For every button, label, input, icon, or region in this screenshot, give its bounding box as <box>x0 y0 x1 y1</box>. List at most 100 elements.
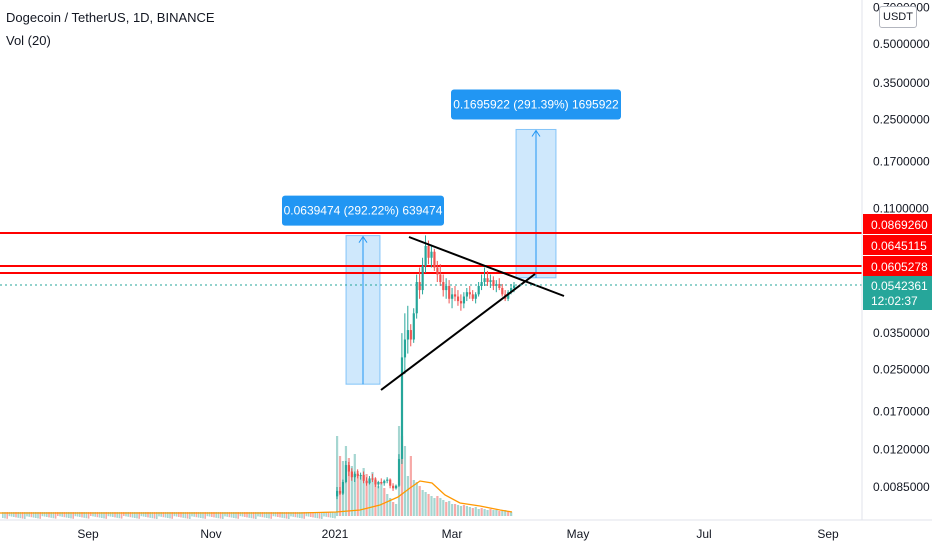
measure-arrow-head <box>531 129 541 137</box>
level-price-tag <box>863 235 932 255</box>
volume-bar <box>65 512 68 518</box>
volume-bar <box>301 512 303 519</box>
volume-bar <box>120 512 123 519</box>
volume-bar <box>21 512 24 519</box>
volume-bar <box>288 512 290 519</box>
price-tick-label: 0.5000000 <box>873 37 930 51</box>
volume-bar <box>268 512 270 519</box>
volume-bar <box>147 512 149 518</box>
volume-bar <box>13 512 15 517</box>
volume-bar <box>101 512 103 518</box>
symbol-title[interactable]: Dogecoin / TetherUS, 1D, BINANCE <box>6 10 215 25</box>
candle-body <box>406 330 409 340</box>
volume-bar <box>193 512 195 517</box>
candle-body <box>392 485 395 489</box>
volume-bar <box>202 512 204 519</box>
candle-body <box>362 474 365 481</box>
volume-bar <box>459 506 463 516</box>
measure-tools[interactable]: 0.0639474 (292.22%) 639474 0.1695922 (291… <box>282 89 621 385</box>
candle-body <box>436 267 439 275</box>
price-tick-label: 0.0085000 <box>873 480 930 494</box>
volume-bar <box>307 512 310 517</box>
candle-body <box>471 294 474 299</box>
volume-bar <box>125 512 127 517</box>
candle-body <box>371 478 374 480</box>
volume-bar <box>206 512 209 517</box>
volume-bar <box>448 501 451 516</box>
price-tick-label: 0.0350000 <box>873 326 930 340</box>
volume-bar <box>270 512 272 519</box>
volume-bar <box>409 456 412 516</box>
volume-bar <box>107 512 110 517</box>
volume-bar <box>325 512 327 517</box>
volume-bar <box>272 512 275 517</box>
candle-body <box>341 482 345 494</box>
volume-bar <box>468 507 471 516</box>
volume-bar <box>412 480 415 516</box>
volume-bar <box>184 512 187 519</box>
candle-body <box>510 288 513 293</box>
volume-bar <box>72 512 74 519</box>
price-tick-label: 0.0250000 <box>873 363 930 377</box>
volume-bar <box>454 504 457 516</box>
candle-body <box>433 251 436 268</box>
volume-bar <box>149 512 151 518</box>
volume-bar <box>356 471 359 516</box>
volume-bar <box>61 512 63 517</box>
volume-bar <box>94 512 96 517</box>
volume-bar <box>219 512 222 519</box>
volume-bar <box>244 512 246 517</box>
candle-body <box>338 490 342 494</box>
candle-body <box>486 278 489 283</box>
volume-bar <box>338 456 342 516</box>
volume-bar <box>129 512 132 518</box>
volume-bar <box>211 512 213 517</box>
price-axis[interactable]: 0.70000000.50000000.35000000.25000000.17… <box>873 0 930 494</box>
volume-ma-line <box>0 480 513 514</box>
price-tick-label: 0.0170000 <box>873 405 930 419</box>
volume-legend[interactable]: Vol (20) <box>6 33 51 48</box>
triangle-pattern[interactable] <box>380 236 565 391</box>
volume-bar <box>76 512 79 517</box>
volume-bar <box>230 512 233 518</box>
time-axis[interactable]: Sep Nov 2021 Mar May Jul Sep <box>77 527 839 541</box>
candle-body <box>418 282 421 291</box>
volume-bar <box>365 474 368 516</box>
volume-bar <box>395 504 398 516</box>
volume-bar <box>43 512 46 517</box>
volume-bar <box>427 494 430 516</box>
volume-bar <box>19 512 22 519</box>
volume-bar <box>489 509 492 516</box>
candle-body <box>356 473 359 477</box>
currency-unit-badge[interactable]: USDT <box>879 6 917 28</box>
measure-label-box <box>451 89 621 120</box>
candle-body <box>462 296 466 304</box>
countdown-text: 12:02:37 <box>871 294 918 308</box>
volume-bar <box>63 512 66 518</box>
volume-bar <box>160 512 162 517</box>
level-price-tag-text: 0.0869260 <box>871 218 928 232</box>
volume-bar <box>112 512 114 517</box>
candle-body <box>489 280 492 283</box>
volume-bar <box>303 512 305 519</box>
volume-bar <box>131 512 134 518</box>
volume-bar <box>59 512 61 517</box>
volume-bar <box>321 512 323 519</box>
candle-body <box>454 294 457 297</box>
volume-bar <box>403 446 407 516</box>
volume-bar <box>316 512 319 519</box>
current-price-tag <box>863 276 932 310</box>
candle-body <box>359 474 362 477</box>
volume-bar <box>24 512 26 519</box>
volume-bar <box>158 512 160 517</box>
volume-bar <box>332 512 334 518</box>
candle-body <box>480 282 483 286</box>
volume-bar <box>277 512 279 517</box>
candle-body <box>400 357 404 459</box>
volume-bar <box>285 512 288 519</box>
triangle-resistance-line <box>408 236 565 297</box>
volume-bar <box>421 490 424 516</box>
candle-body <box>374 479 377 485</box>
volume-bar <box>492 510 495 516</box>
